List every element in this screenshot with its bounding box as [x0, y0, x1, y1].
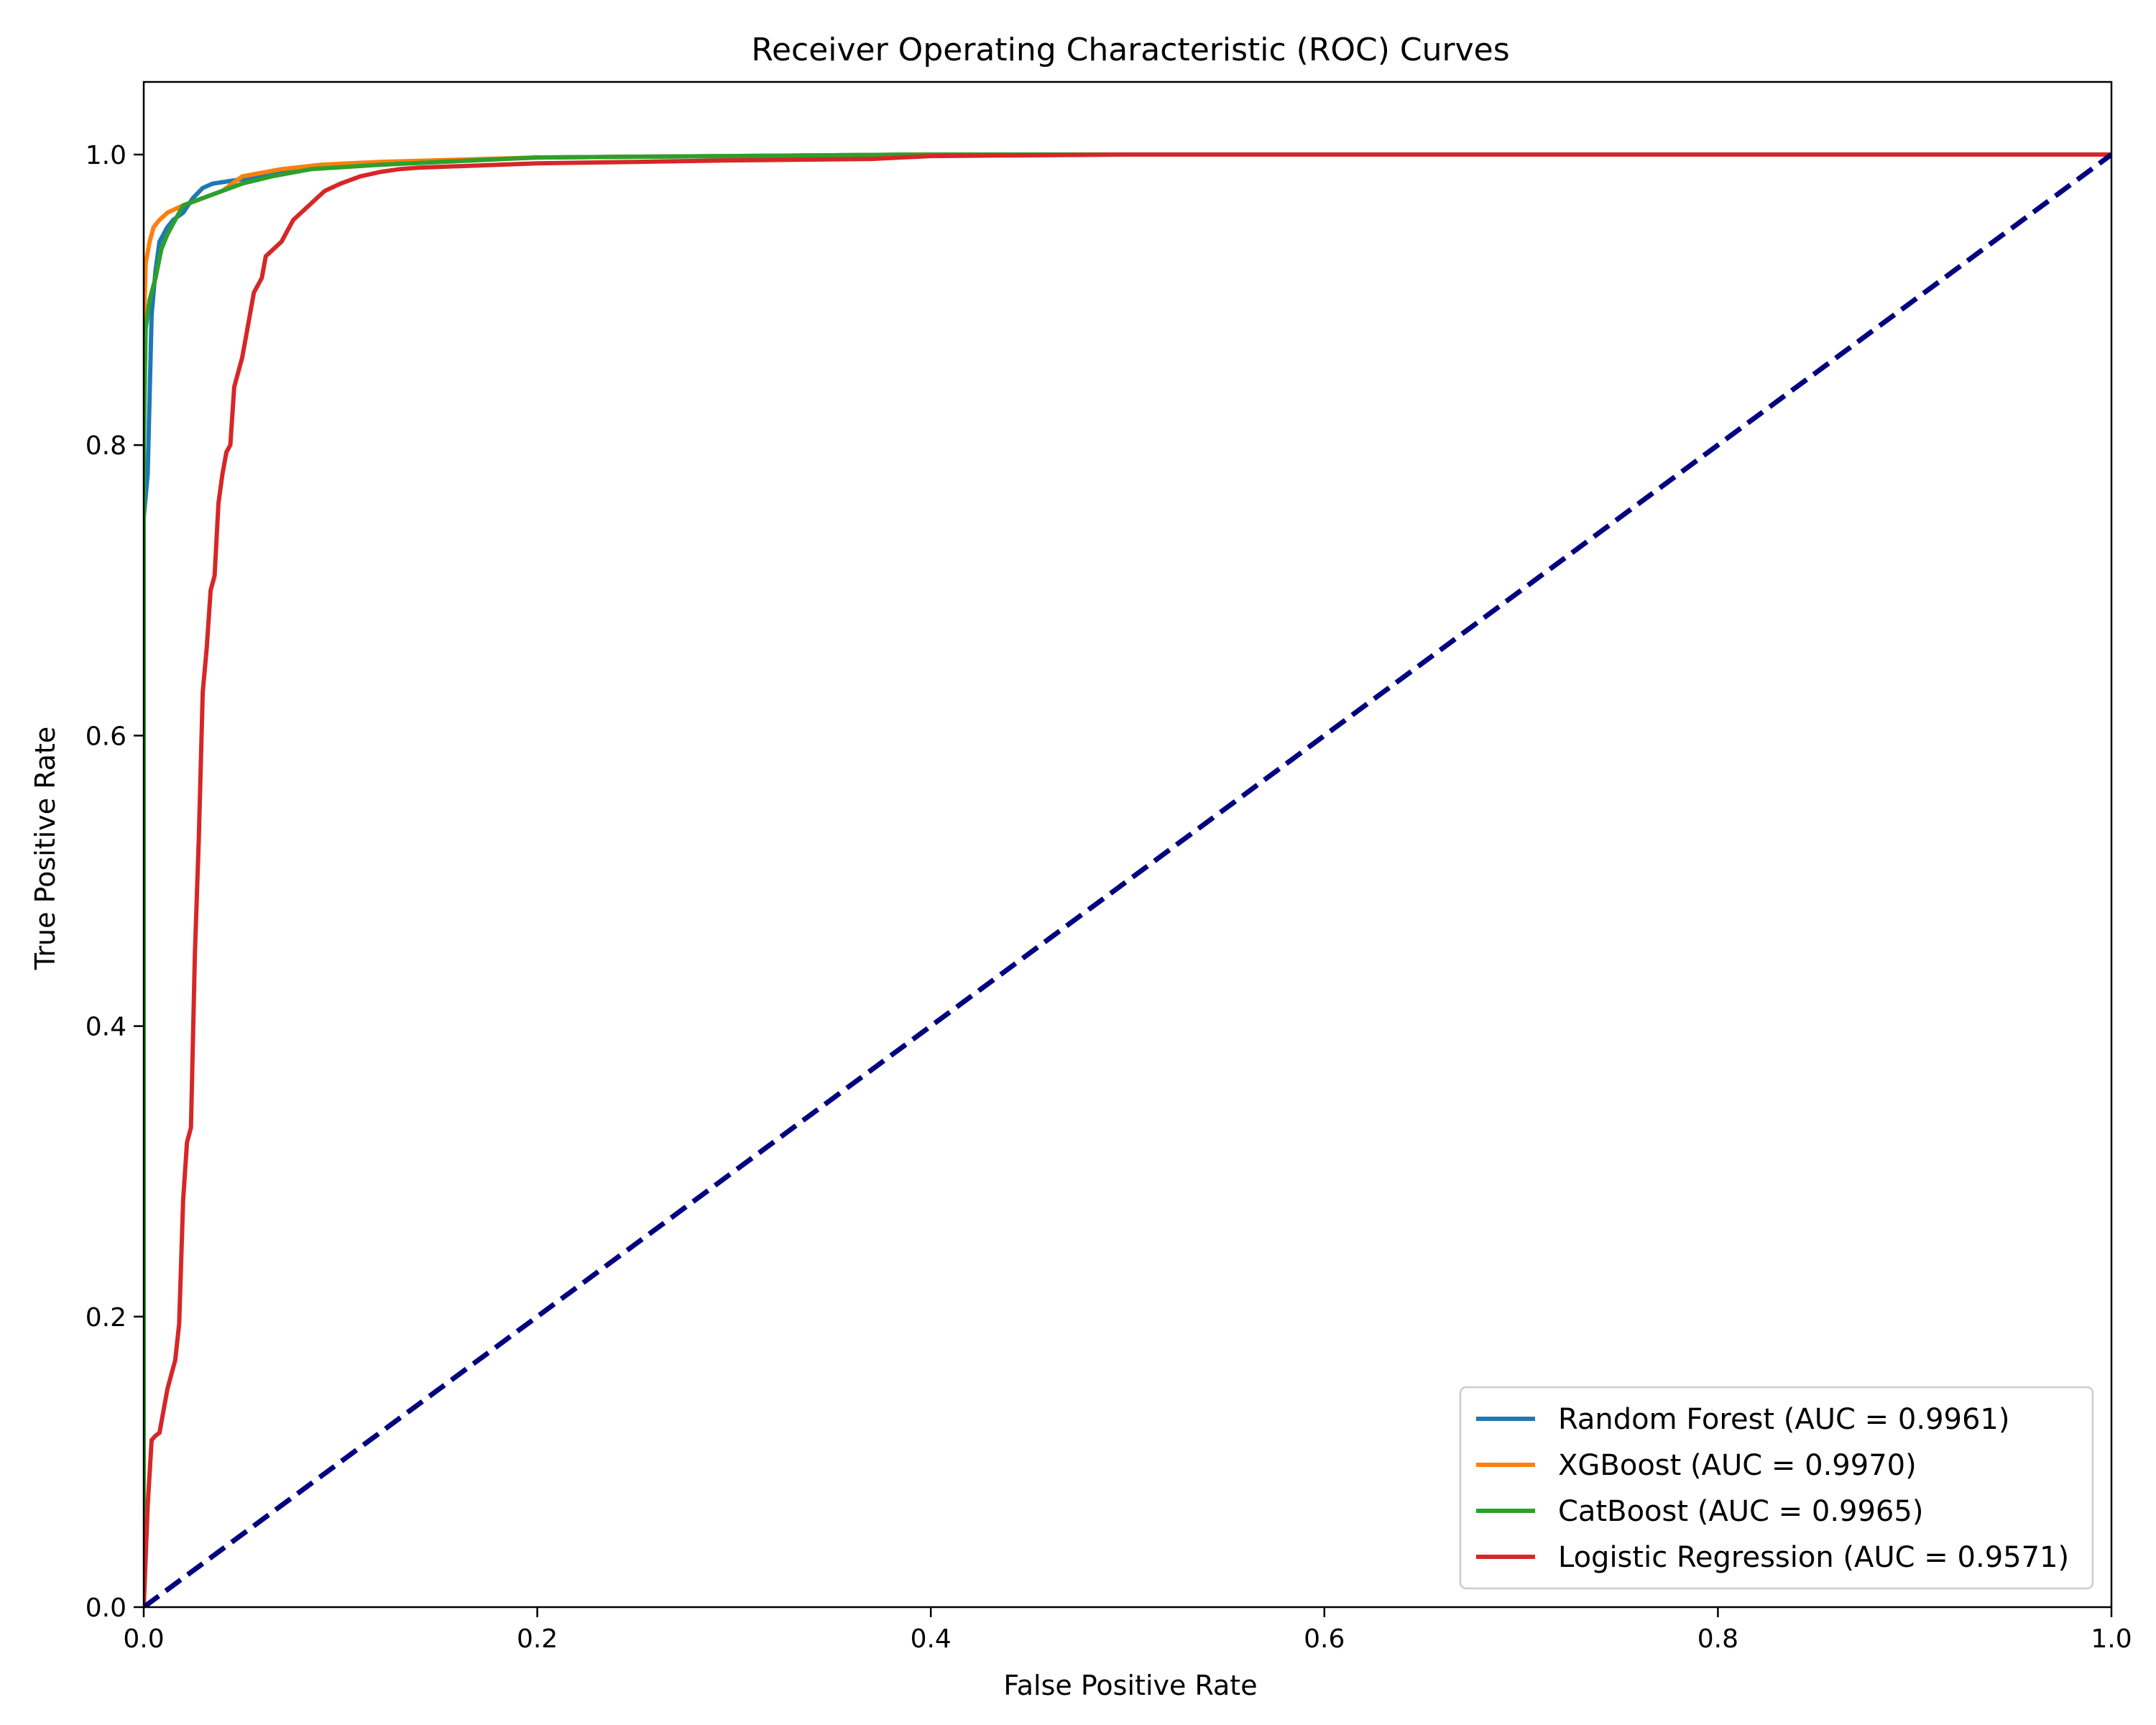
legend-entry: Random Forest (AUC = 0.9961): [1558, 1403, 2009, 1436]
legend-entry: CatBoost (AUC = 0.9965): [1558, 1495, 1923, 1528]
plot-frame: [142, 80, 2113, 1609]
legend-entry: Logistic Regression (AUC = 0.9571): [1558, 1541, 2069, 1574]
y-tick-label: 0.8: [86, 431, 126, 461]
reference-diagonal-line: [144, 152, 2111, 1607]
x-tick-label: 0.4: [911, 1624, 952, 1654]
y-tick-label: 0.6: [86, 722, 126, 751]
x-tick-label: 0.6: [1304, 1624, 1345, 1654]
legend: Random Forest (AUC = 0.9961) XGBoost (AUC…: [1459, 1386, 2094, 1590]
x-axis-label: False Positive Rate: [1003, 1670, 1257, 1701]
y-axis: 0.0 0.2 0.4 0.6 0.8 1.0: [86, 141, 144, 1623]
plot-area: [142, 80, 2113, 1609]
chart-title: Receiver Operating Characteristic (ROC) …: [751, 32, 1509, 68]
series-lines: [144, 152, 2111, 1607]
series-line-2: [144, 152, 2111, 1607]
series-line-3: [144, 152, 2111, 1607]
y-tick-label: 0.4: [86, 1013, 126, 1042]
y-axis-label: True Positive Rate: [29, 727, 61, 971]
x-tick-label: 0.2: [517, 1624, 558, 1654]
x-tick-label: 1.0: [2091, 1624, 2132, 1654]
x-tick-label: 0.0: [123, 1624, 164, 1654]
y-tick-label: 1.0: [86, 141, 126, 170]
x-axis: 0.0 0.2 0.4 0.6 0.8 1.0: [123, 1607, 2132, 1654]
legend-box: [1459, 1386, 2094, 1590]
legend-entry: XGBoost (AUC = 0.9970): [1558, 1449, 1917, 1482]
x-tick-label: 0.8: [1697, 1624, 1738, 1654]
y-tick-label: 0.0: [86, 1593, 126, 1623]
y-tick-label: 0.2: [86, 1303, 126, 1333]
